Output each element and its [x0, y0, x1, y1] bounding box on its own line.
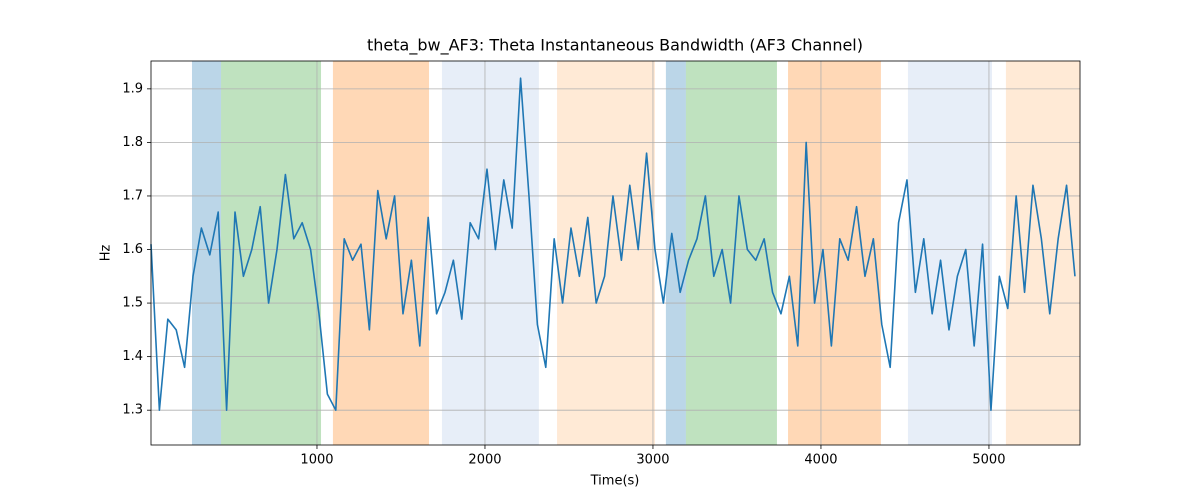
shaded-span	[221, 61, 322, 445]
shaded-span	[788, 61, 881, 445]
y-tick-label: 1.7	[122, 188, 143, 203]
y-axis-label: Hz	[99, 245, 114, 262]
x-tick-label: 1000	[300, 453, 333, 468]
y-tick-label: 1.3	[122, 403, 143, 418]
shaded-span	[665, 61, 686, 445]
x-tick-label: 4000	[804, 453, 837, 468]
y-tick-label: 1.6	[122, 242, 143, 257]
shaded-span	[332, 61, 430, 445]
shaded-span	[441, 61, 539, 445]
x-tick-label: 2000	[468, 453, 501, 468]
y-tick-label: 1.5	[122, 296, 143, 311]
x-axis-label: Time(s)	[590, 474, 640, 489]
plot-frame	[150, 60, 1081, 446]
shaded-span	[907, 61, 992, 445]
data-line	[150, 77, 1076, 411]
y-tick-label: 1.8	[122, 135, 143, 150]
shaded-span	[685, 61, 777, 445]
x-tick-label: 3000	[636, 453, 669, 468]
y-tick-label: 1.9	[122, 81, 143, 96]
y-tick-label: 1.4	[122, 349, 143, 364]
shaded-span	[557, 61, 655, 445]
x-tick-label: 5000	[972, 453, 1005, 468]
chart-title: theta_bw_AF3: Theta Instantaneous Bandwi…	[367, 36, 863, 56]
